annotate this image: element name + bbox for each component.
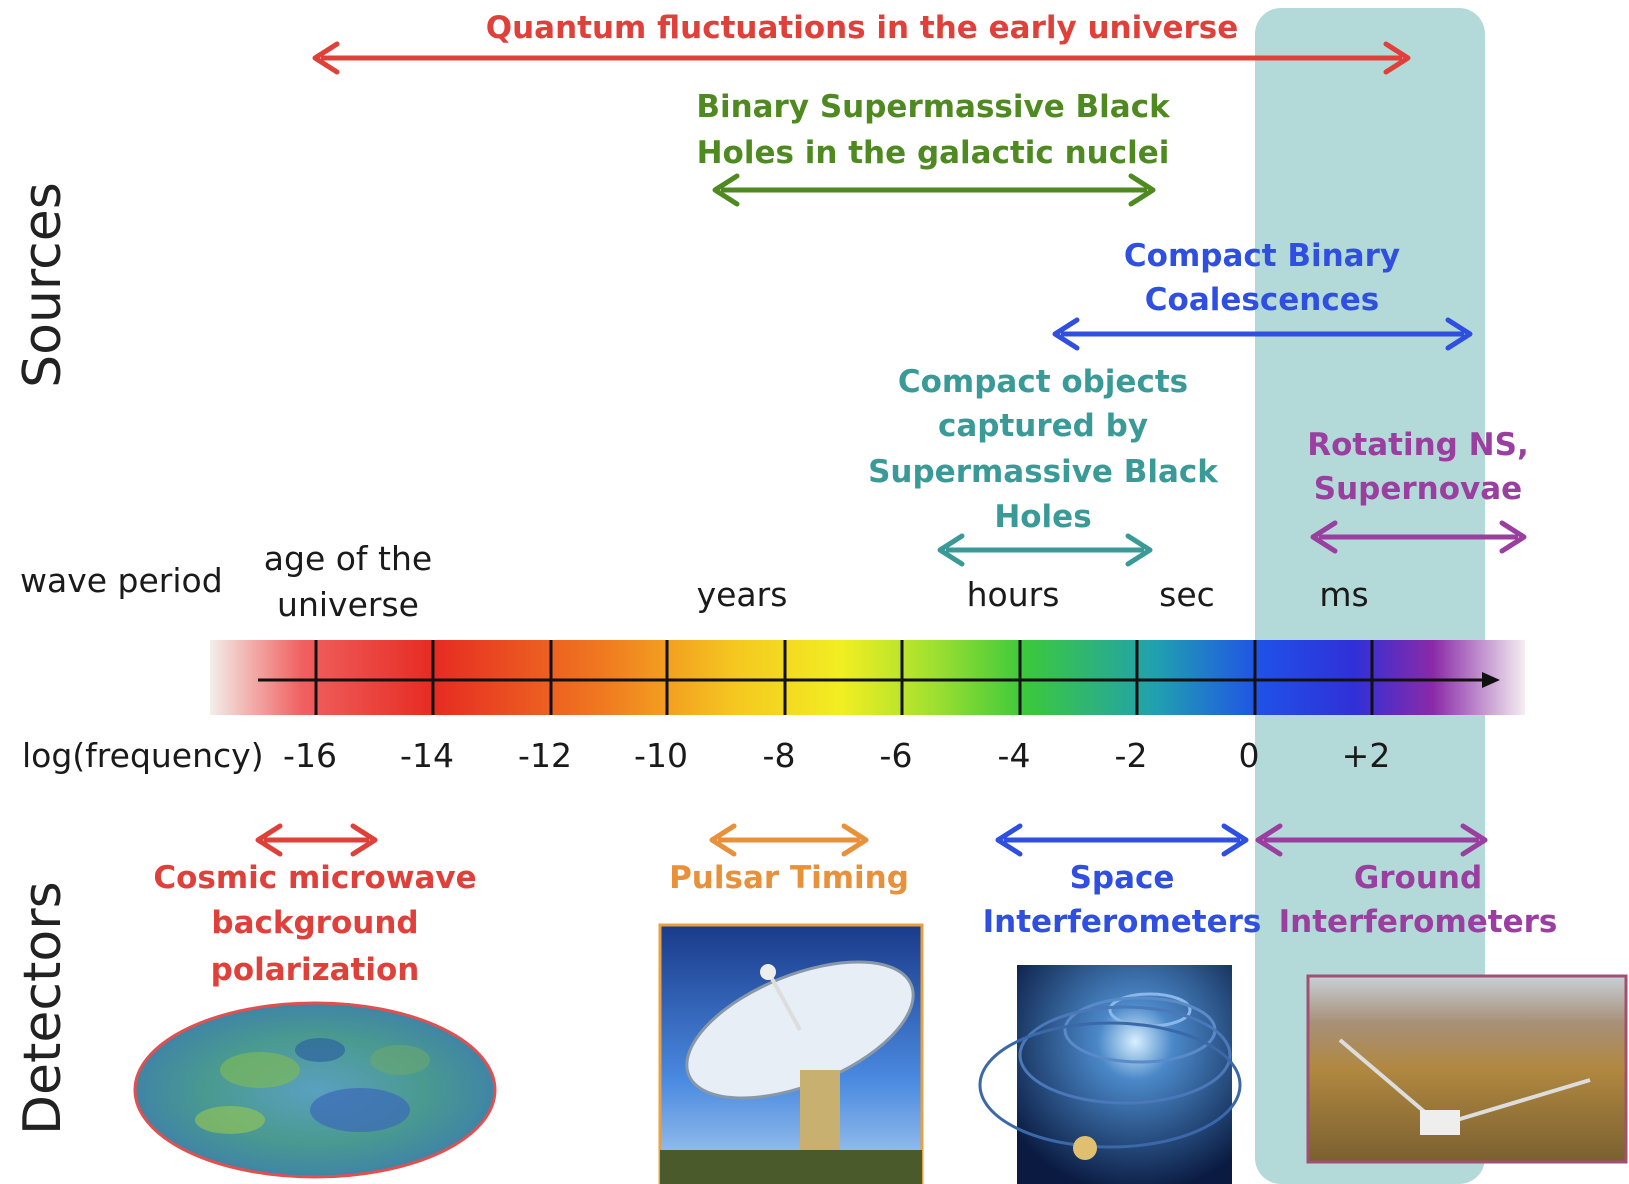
axis-arrowhead: [1482, 672, 1500, 688]
source-range-arrow: [937, 533, 1153, 567]
frequency-tick-labels: -16 -14 -12 -10 -8 -6 -4 -2 0 +2: [283, 736, 1390, 775]
period-hours: hours: [967, 575, 1060, 614]
source-label: Quantum fluctuations in the early univer…: [486, 10, 1239, 46]
detector-label: Interferometers: [983, 904, 1262, 940]
ground-observatory-image: [1306, 974, 1628, 1164]
detector-range-arrow: [1255, 823, 1488, 857]
detector-label: background: [211, 905, 418, 941]
source-label: Binary Supermassive Black: [696, 89, 1171, 125]
detector-pulsar-timing: Pulsar Timing: [658, 823, 924, 1184]
source-label: Coalescences: [1145, 282, 1379, 318]
source-range-arrow: [712, 173, 1156, 207]
tick-label: -8: [763, 736, 796, 775]
source-label: Holes: [994, 499, 1091, 535]
arrowhead: [255, 823, 283, 857]
detectors-side-label: Detectors: [13, 881, 73, 1135]
arrowhead: [937, 533, 965, 567]
period-ms: ms: [1319, 575, 1368, 614]
tick-label: -10: [634, 736, 688, 775]
sources-side-label: Sources: [13, 182, 73, 388]
source-label: captured by: [938, 408, 1148, 444]
detector-range-arrow: [995, 823, 1249, 857]
arrowhead: [1310, 520, 1338, 554]
tick-label: -12: [518, 736, 572, 775]
arrowhead: [1255, 823, 1283, 857]
arrowhead: [1125, 533, 1153, 567]
source-range-arrow: [312, 41, 1411, 75]
arrowhead: [1221, 823, 1249, 857]
source-binary-smbh: Binary Supermassive Black Holes in the g…: [696, 89, 1171, 207]
source-range-arrow: [1310, 520, 1527, 554]
tick-label: 0: [1239, 736, 1260, 775]
arrowhead: [995, 823, 1023, 857]
detector-cmb: Cosmic microwave background polarization: [133, 823, 497, 1179]
tick-label: -2: [1115, 736, 1148, 775]
arrowhead: [312, 41, 340, 75]
detector-label: Cosmic microwave: [153, 860, 476, 896]
source-label: Compact Binary: [1124, 238, 1400, 274]
arrowhead: [1128, 173, 1156, 207]
arrowhead: [1445, 317, 1473, 351]
tick-label: -6: [880, 736, 913, 775]
detector-ground-interferometers: Ground Interferometers: [1255, 823, 1628, 1164]
detector-range-arrow: [709, 823, 869, 857]
tick-label: -14: [400, 736, 454, 775]
period-age-of-universe: age of the: [264, 539, 432, 578]
tick-label: -4: [998, 736, 1031, 775]
arrowhead: [350, 823, 378, 857]
period-sec: sec: [1159, 575, 1215, 614]
arrowhead: [712, 173, 740, 207]
detector-range-arrow: [255, 823, 378, 857]
source-compact-binary: Compact Binary Coalescences: [1052, 238, 1473, 351]
arrowhead: [1499, 520, 1527, 554]
arrowhead: [1460, 823, 1488, 857]
spectrum-tick-marks: [314, 640, 1374, 715]
tick-label: -16: [283, 736, 337, 775]
tick-label: +2: [1342, 736, 1391, 775]
cmb-sky-map-image: [133, 1001, 497, 1179]
space-interferometer-image: [978, 965, 1242, 1184]
detector-label: Interferometers: [1279, 904, 1558, 940]
source-label: Holes in the galactic nuclei: [697, 135, 1170, 171]
period-years: years: [697, 575, 788, 614]
source-label: Rotating NS,: [1307, 427, 1528, 463]
period-age-of-universe: universe: [277, 585, 419, 624]
frequency-spectrum-bar: [210, 640, 1525, 715]
source-emri: Compact objects captured by Supermassive…: [868, 364, 1219, 567]
source-rotating-ns: Rotating NS, Supernovae: [1307, 427, 1529, 554]
detector-label: Ground: [1354, 860, 1482, 896]
log-frequency-label: log(frequency): [22, 736, 264, 775]
source-label: Supermassive Black: [868, 454, 1219, 490]
source-label: Supernovae: [1314, 471, 1522, 507]
source-label: Compact objects: [898, 364, 1188, 400]
wave-period-label: wave period: [20, 561, 223, 600]
radio-telescope-image: [658, 923, 924, 1184]
arrowhead: [841, 823, 869, 857]
detector-space-interferometers: Space Interferometers: [978, 823, 1262, 1184]
arrowhead: [1052, 317, 1080, 351]
detector-label: Space: [1070, 860, 1175, 896]
arrowhead: [1383, 41, 1411, 75]
detector-label: Pulsar Timing: [669, 860, 909, 896]
ground-detector-band: [1255, 8, 1485, 1184]
source-quantum-fluctuations: Quantum fluctuations in the early univer…: [312, 10, 1411, 75]
source-range-arrow: [1052, 317, 1473, 351]
detector-label: polarization: [211, 952, 420, 988]
arrowhead: [709, 823, 737, 857]
